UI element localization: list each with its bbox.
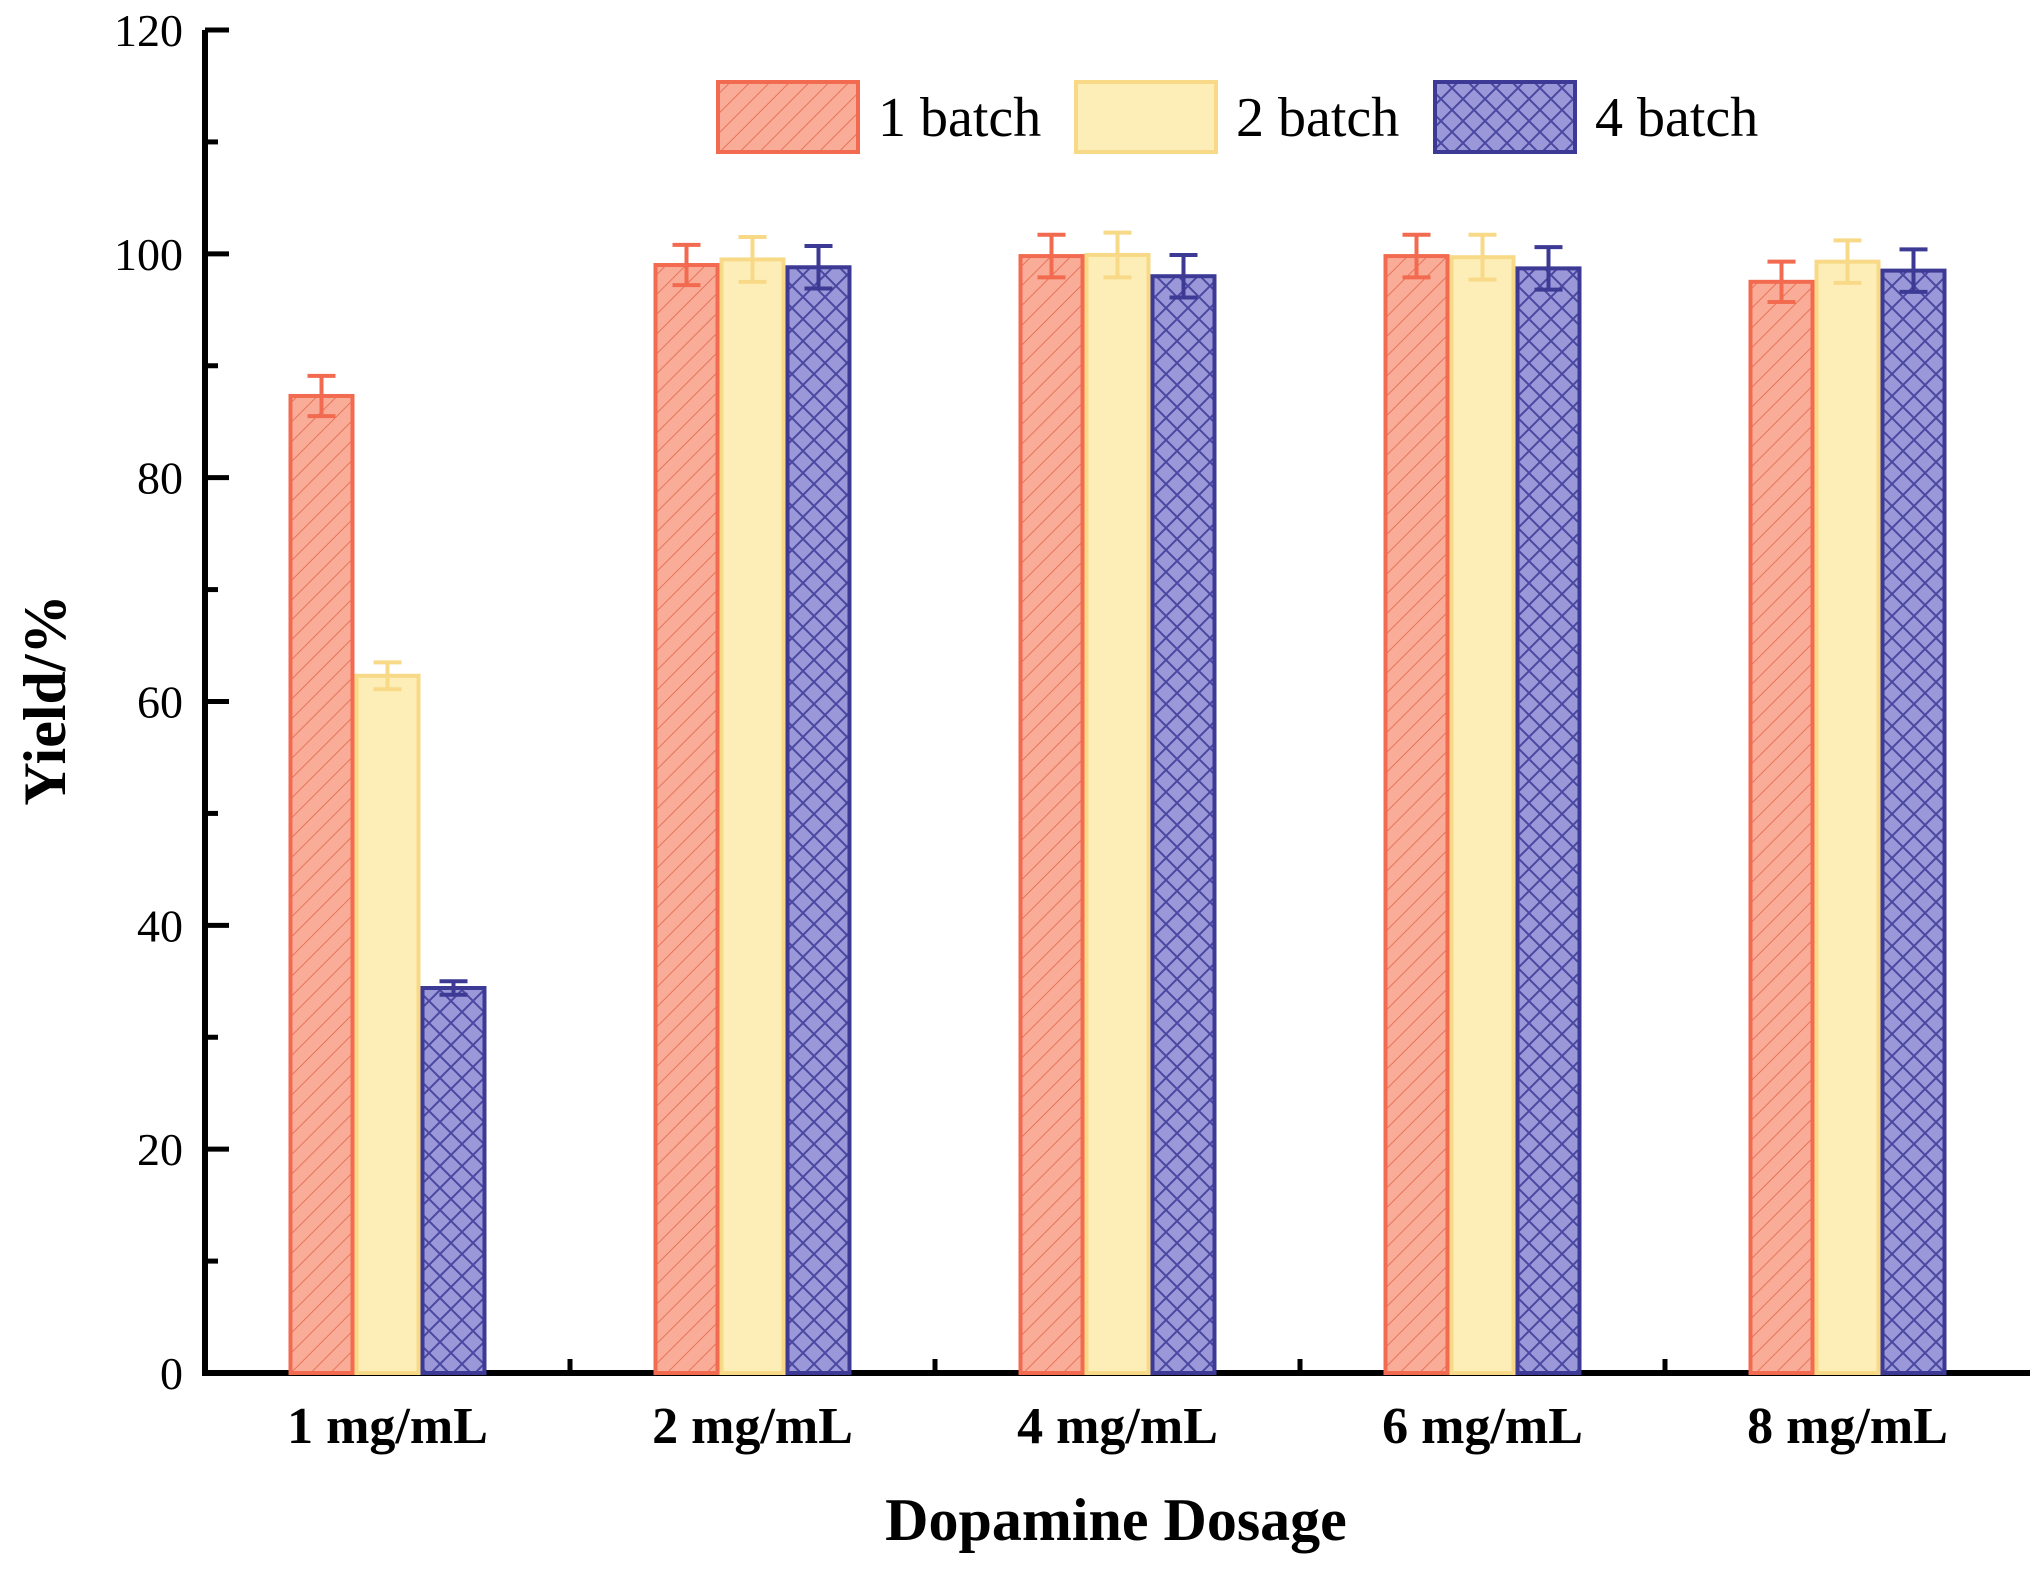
y-tick-label: 60 [137,677,183,728]
y-tick-label: 20 [137,1124,183,1175]
bar [1515,266,1582,1376]
x-axis-title: Dopamine Dosage [885,1487,1347,1553]
legend-swatch [1074,80,1218,154]
y-tick-label: 40 [137,900,183,951]
y-tick-label: 120 [114,5,183,56]
x-tick-label: 1 mg/mL [287,1398,488,1455]
legend-swatch [1433,80,1577,154]
y-tick-label: 100 [114,229,183,280]
y-tick-label: 0 [160,1348,183,1399]
bar [288,393,355,1375]
bar [719,257,786,1375]
bar [354,673,421,1375]
legend-label: 1 batch [878,87,1041,149]
bar [1018,254,1085,1375]
x-tick-label: 4 mg/mL [1017,1398,1218,1455]
legend-swatch [716,80,860,154]
bar [1748,279,1815,1375]
bars [288,230,1947,1376]
bar [420,986,487,1375]
y-tick-label: 80 [137,453,183,504]
legend-label: 2 batch [1236,87,1399,149]
x-tick-label: 2 mg/mL [652,1398,853,1455]
bar [1814,259,1881,1376]
legend: 1 batch 2 batch 4 batch [716,80,1758,154]
bar [1383,254,1450,1375]
x-tick-label: 8 mg/mL [1747,1398,1948,1455]
x-tick-label: 6 mg/mL [1382,1398,1583,1455]
bar [1084,252,1151,1375]
bar [1150,274,1217,1375]
y-axis-title: Yield/% [12,594,78,805]
bar [1880,268,1947,1375]
bar [1449,255,1516,1376]
legend-label: 4 batch [1595,87,1758,149]
bar [653,263,720,1375]
bar [785,265,852,1376]
axes: 0 20 40 60 80 100 120 1 mg/mL 2 mg/mL 4 mg/mL 6 mg… [114,5,2030,1455]
